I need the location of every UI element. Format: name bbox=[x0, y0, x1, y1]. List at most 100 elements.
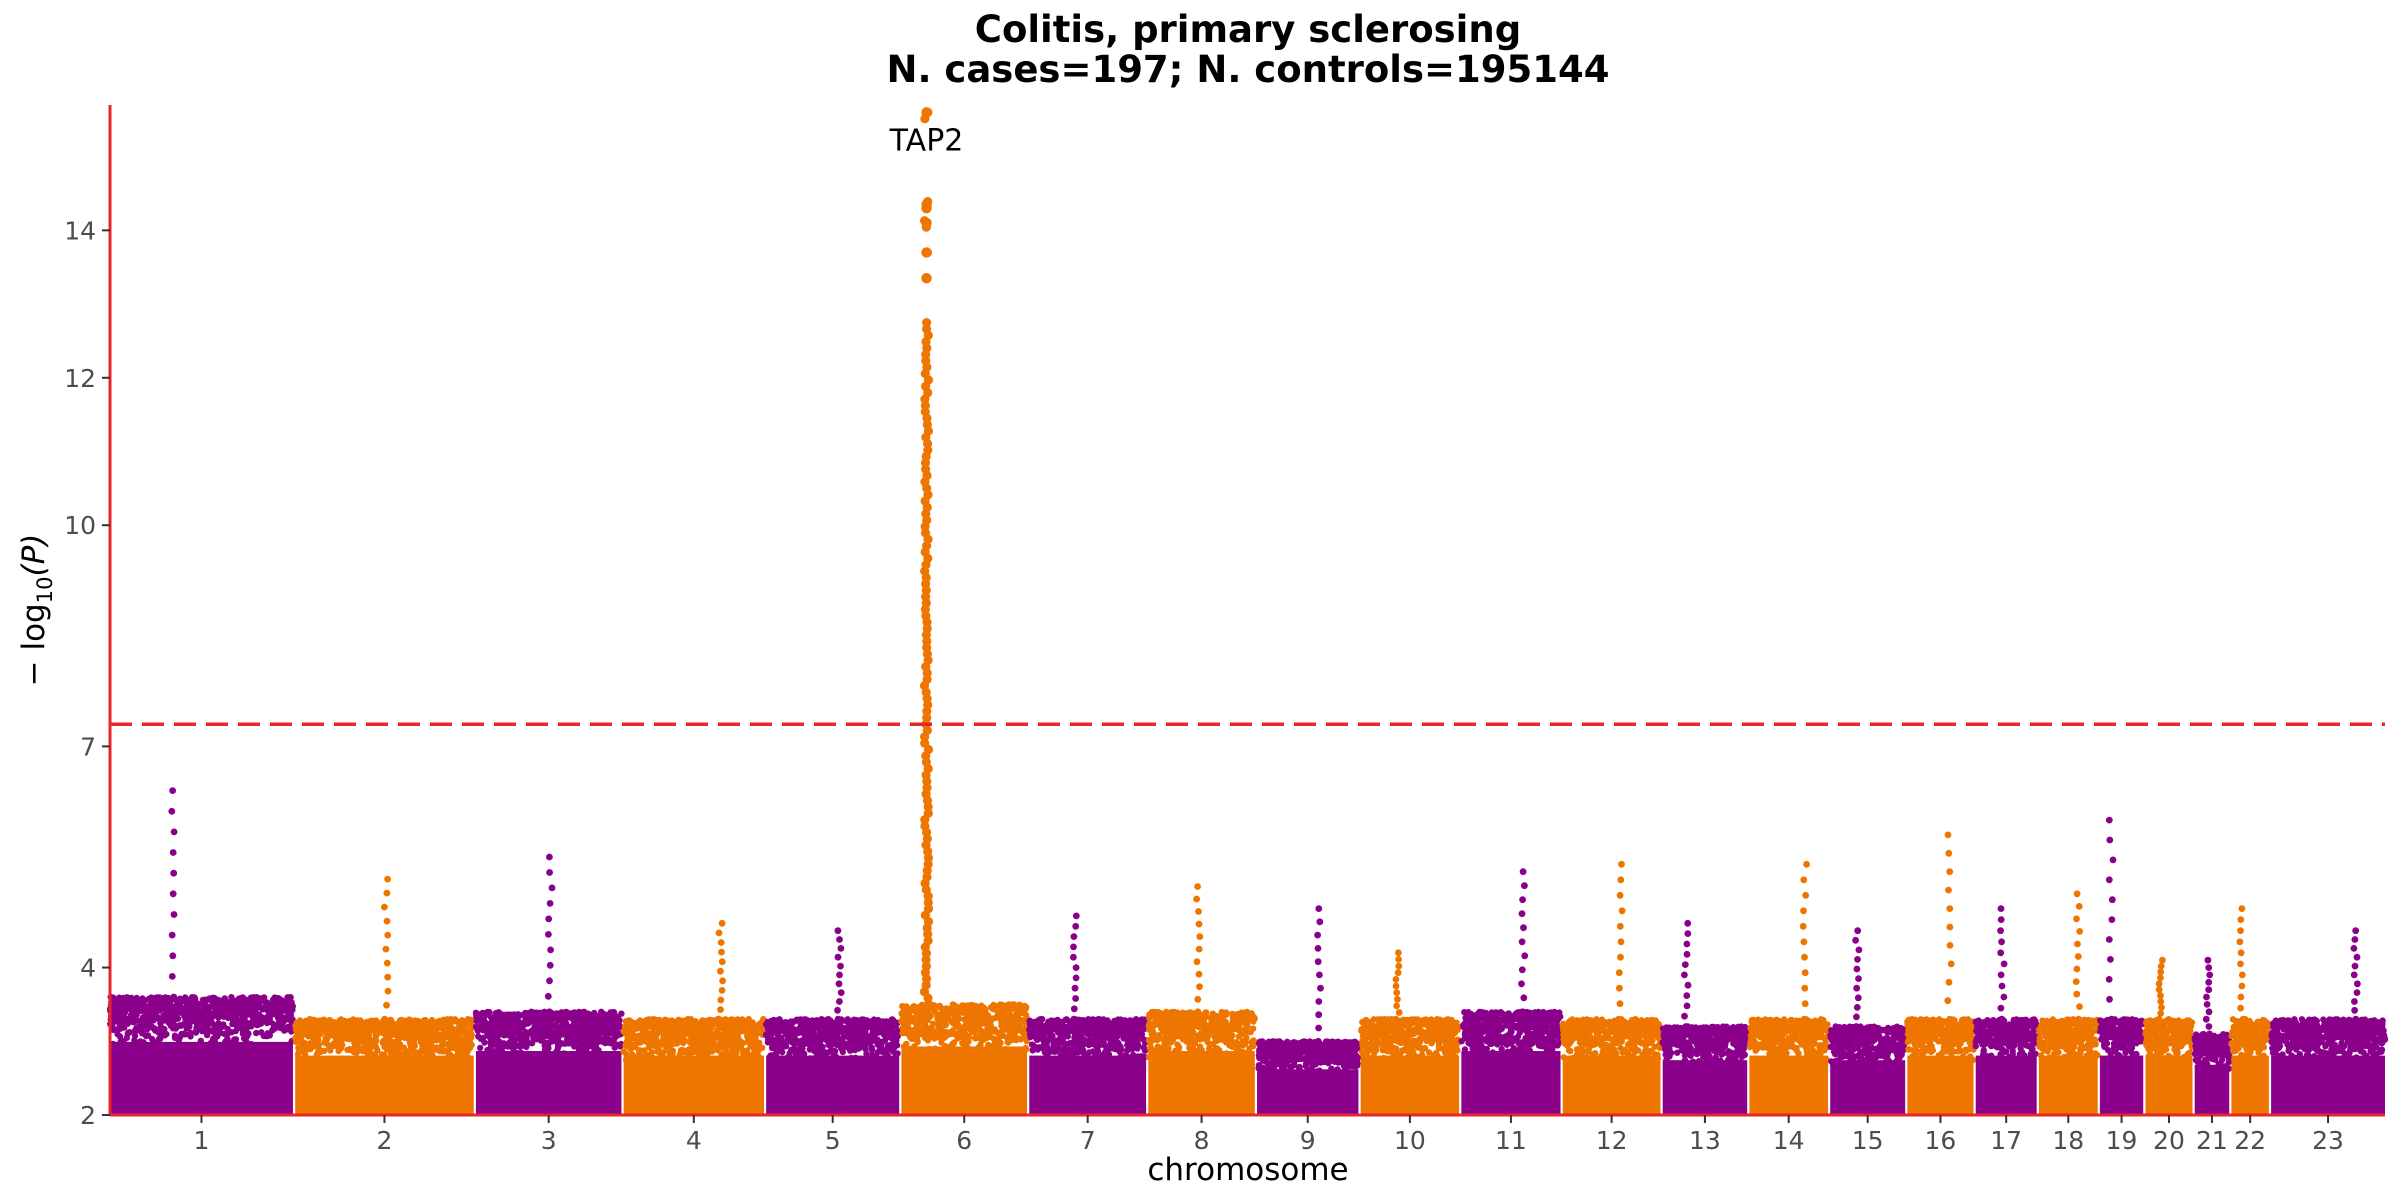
data-point bbox=[474, 1027, 482, 1034]
data-point bbox=[328, 1056, 335, 1063]
data-point bbox=[1020, 1033, 1028, 1041]
data-point bbox=[171, 1034, 179, 1042]
data-point bbox=[1001, 1003, 1008, 1010]
data-point bbox=[506, 1022, 513, 1030]
data-point bbox=[773, 1028, 781, 1035]
data-point bbox=[997, 1039, 1004, 1047]
data-point bbox=[270, 1022, 278, 1029]
data-point bbox=[1156, 1013, 1163, 1021]
data-point bbox=[389, 1030, 397, 1037]
data-point bbox=[1158, 1044, 1165, 1052]
data-point bbox=[766, 1020, 773, 1028]
data-point bbox=[831, 1031, 838, 1038]
data-point bbox=[139, 1030, 146, 1037]
data-point bbox=[849, 1033, 857, 1041]
data-point bbox=[699, 1021, 706, 1029]
data-point bbox=[236, 1009, 243, 1016]
data-point bbox=[643, 1031, 650, 1038]
data-point bbox=[1186, 1044, 1193, 1052]
data-point bbox=[1145, 1053, 1153, 1061]
data-point bbox=[148, 1009, 156, 1016]
data-point bbox=[372, 1044, 380, 1051]
data-point bbox=[275, 1015, 282, 1022]
data-point bbox=[1106, 1044, 1114, 1051]
data-point bbox=[561, 1040, 568, 1047]
data-point bbox=[811, 1034, 818, 1041]
data-point bbox=[686, 1050, 693, 1057]
data-point bbox=[955, 1010, 962, 1017]
data-point bbox=[552, 1011, 560, 1018]
data-point bbox=[139, 1022, 147, 1029]
data-point bbox=[1188, 1029, 1196, 1036]
data-point bbox=[169, 1025, 177, 1032]
data-point bbox=[975, 1027, 983, 1034]
data-point bbox=[704, 1017, 712, 1024]
data-point bbox=[988, 1025, 995, 1033]
data-point bbox=[178, 998, 185, 1005]
data-point bbox=[576, 1009, 584, 1016]
data-point bbox=[919, 1014, 926, 1021]
data-point bbox=[814, 1052, 821, 1059]
data-point bbox=[374, 1030, 381, 1038]
data-point bbox=[782, 1056, 789, 1064]
data-point bbox=[563, 1009, 570, 1016]
data-point bbox=[167, 1004, 174, 1011]
data-point bbox=[361, 1041, 368, 1048]
data-point bbox=[1207, 1041, 1214, 1049]
data-point bbox=[788, 1019, 796, 1026]
data-point bbox=[848, 1054, 855, 1062]
data-point bbox=[490, 1027, 498, 1035]
data-point bbox=[791, 1029, 798, 1036]
data-point bbox=[1009, 1029, 1016, 1036]
data-point bbox=[795, 1049, 803, 1057]
data-point bbox=[858, 1032, 866, 1040]
data-point bbox=[309, 1028, 316, 1036]
chromosome-band bbox=[1148, 1051, 1255, 1115]
data-point bbox=[1023, 1045, 1030, 1053]
data-point bbox=[532, 1010, 539, 1017]
data-point bbox=[277, 999, 284, 1006]
data-point bbox=[278, 1006, 286, 1013]
data-point bbox=[963, 1018, 971, 1025]
data-point bbox=[354, 1041, 361, 1049]
data-point bbox=[307, 1040, 314, 1047]
data-point bbox=[158, 1016, 166, 1023]
data-point bbox=[1111, 1029, 1118, 1037]
data-point bbox=[731, 1028, 738, 1035]
data-point bbox=[366, 1028, 373, 1035]
data-point bbox=[381, 1029, 388, 1036]
data-point bbox=[1054, 1037, 1062, 1045]
data-point bbox=[320, 1017, 327, 1025]
data-point bbox=[235, 1041, 242, 1049]
data-point bbox=[519, 1021, 526, 1029]
data-point bbox=[486, 1008, 493, 1016]
data-point bbox=[1250, 1037, 1257, 1044]
data-point bbox=[444, 1023, 452, 1031]
data-point bbox=[950, 1030, 958, 1038]
data-point bbox=[316, 1031, 323, 1039]
data-point bbox=[180, 1007, 187, 1014]
data-point bbox=[697, 1046, 705, 1053]
data-point bbox=[466, 1038, 473, 1046]
data-point bbox=[1193, 1052, 1200, 1059]
data-point bbox=[539, 1037, 546, 1044]
data-point bbox=[652, 1033, 660, 1041]
data-point bbox=[850, 1025, 857, 1032]
data-point bbox=[797, 1029, 805, 1036]
data-point bbox=[522, 1043, 529, 1050]
data-point bbox=[1158, 1025, 1165, 1032]
data-point bbox=[1232, 1040, 1239, 1047]
data-point bbox=[509, 1033, 516, 1040]
data-point bbox=[738, 1040, 746, 1047]
data-point bbox=[664, 1027, 671, 1034]
data-point bbox=[607, 1019, 614, 1026]
data-point bbox=[160, 1043, 167, 1050]
data-point bbox=[672, 1020, 680, 1027]
data-point bbox=[862, 1056, 869, 1063]
data-point bbox=[825, 1016, 832, 1023]
data-point bbox=[745, 1033, 752, 1040]
data-point bbox=[1234, 1026, 1242, 1033]
data-point bbox=[877, 1027, 884, 1034]
data-point bbox=[985, 1041, 992, 1049]
data-point bbox=[725, 1029, 732, 1036]
